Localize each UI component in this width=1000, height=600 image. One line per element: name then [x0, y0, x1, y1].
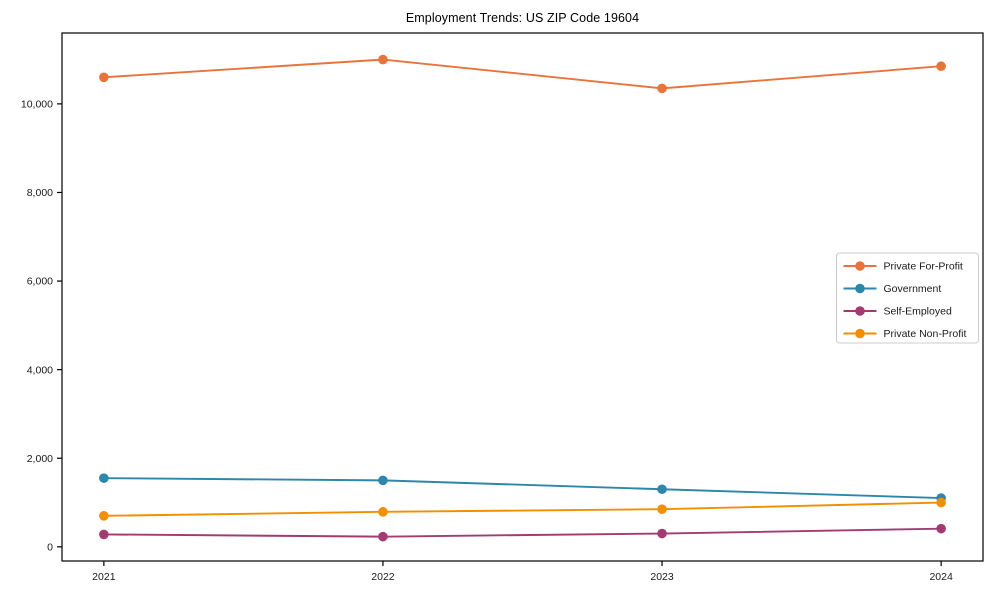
data-point-private-for-profit-2022 [378, 54, 388, 65]
y-tick-label: 0 [47, 542, 53, 554]
data-point-private-for-profit-2023 [657, 83, 667, 94]
data-point-government-2021 [99, 473, 109, 483]
data-point-private-non-profit-2021 [99, 511, 109, 521]
legend-label-private-for-profit: Private For-Profit [884, 261, 963, 273]
data-point-self-employed-2022 [378, 531, 388, 542]
x-tick-label: 2021 [92, 571, 116, 583]
data-point-government-2022 [378, 475, 388, 486]
series-line-government [103, 477, 942, 500]
y-tick-label: 6,000 [27, 276, 53, 288]
data-point-private-non-profit-2023 [657, 504, 667, 514]
legend-box [836, 252, 979, 344]
legend-marker-private-non-profit [855, 328, 865, 339]
chart-title: Employment Trends: US ZIP Code 19604 [405, 11, 640, 25]
y-tick-label: 4,000 [27, 364, 53, 376]
series-line-private-for-profit [103, 58, 942, 90]
data-point-private-non-profit-2024 [936, 497, 946, 508]
legend-marker-private-for-profit [855, 261, 865, 271]
data-point-private-for-profit-2024 [936, 61, 946, 72]
x-tick-label: 2024 [929, 571, 953, 583]
legend-label-private-non-profit: Private Non-Profit [884, 328, 967, 340]
series-line-self-employed [103, 527, 942, 538]
data-point-self-employed-2023 [657, 528, 667, 539]
x-tick-label: 2022 [371, 571, 395, 583]
plot-frame [61, 32, 984, 562]
series-line-private-non-profit [103, 501, 942, 517]
y-tick-label: 2,000 [27, 453, 53, 465]
legend-label-self-employed: Self-Employed [884, 306, 952, 318]
y-tick-label: 8,000 [27, 187, 53, 199]
data-point-private-for-profit-2021 [99, 72, 109, 83]
legend-marker-self-employed [855, 306, 865, 316]
data-point-self-employed-2024 [936, 523, 946, 534]
data-point-government-2023 [657, 484, 667, 495]
legend-label-government: Government [884, 283, 942, 295]
data-point-self-employed-2021 [99, 529, 109, 540]
x-tick-label: 2023 [650, 571, 674, 583]
y-tick-label: 10,000 [21, 99, 53, 111]
legend-marker-government [855, 283, 865, 294]
data-point-private-non-profit-2022 [378, 507, 388, 517]
